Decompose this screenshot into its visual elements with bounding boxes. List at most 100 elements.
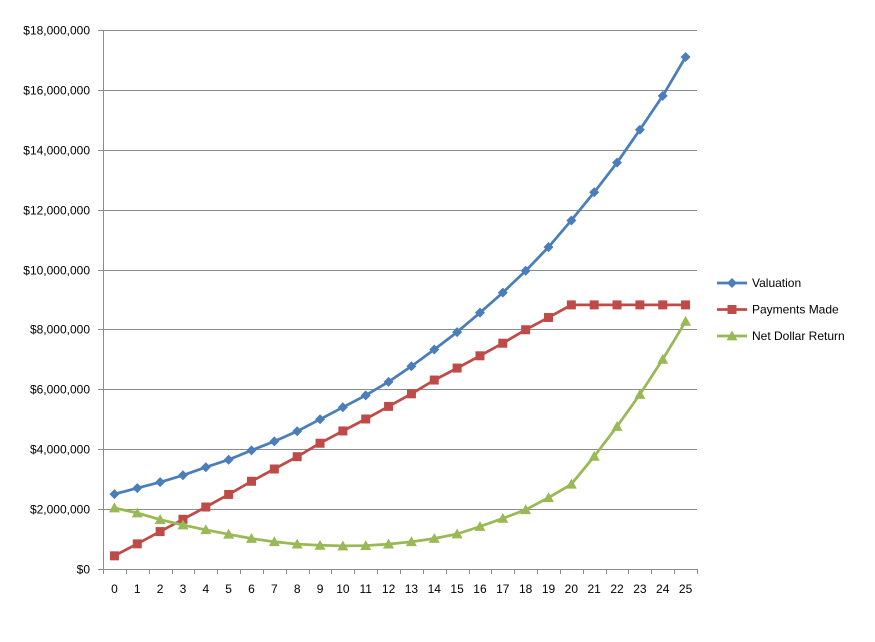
series-line-net-dollar-return — [114, 320, 687, 548]
x-tick-label: 13 — [405, 582, 419, 596]
data-point-payments-made — [521, 325, 531, 335]
x-tick-label: 21 — [588, 582, 602, 596]
legend-item-net-dollar-return: Net Dollar Return — [717, 329, 845, 343]
x-tick-label: 20 — [565, 582, 579, 596]
data-point-net-dollar-return — [131, 507, 143, 518]
data-point-payments-made — [681, 300, 691, 310]
data-point-valuation — [246, 445, 257, 456]
data-point-valuation — [452, 327, 463, 338]
legend-label-payments-made: Payments Made — [752, 303, 839, 317]
data-point-payments-made — [315, 438, 325, 448]
data-point-valuation — [429, 344, 440, 355]
x-tick-label: 8 — [294, 582, 301, 596]
data-point-net-dollar-return — [177, 519, 189, 530]
data-point-payments-made — [338, 426, 348, 436]
data-point-payments-made — [635, 300, 645, 310]
y-tick-label: $12,000,000 — [23, 204, 90, 218]
data-point-valuation — [543, 242, 554, 253]
data-point-net-dollar-return — [657, 353, 669, 364]
data-point-net-dollar-return — [200, 524, 212, 535]
data-point-net-dollar-return — [680, 315, 692, 326]
x-tick-label: 2 — [157, 582, 164, 596]
data-point-net-dollar-return — [634, 388, 646, 399]
data-point-payments-made — [406, 389, 416, 399]
data-point-valuation — [200, 462, 211, 473]
x-tick-label: 16 — [473, 582, 487, 596]
x-tick-label: 12 — [382, 582, 396, 596]
y-tick-label: $4,000,000 — [30, 443, 90, 457]
data-point-payments-made — [292, 452, 302, 462]
x-tick-label: 4 — [202, 582, 209, 596]
data-point-payments-made — [566, 300, 576, 310]
data-point-payments-made — [361, 414, 371, 424]
axes: $0 $2,000,000 $4,000,000 $6,000,000 $8,000,0… — [23, 24, 698, 596]
legend-marker-net-dollar-return — [726, 330, 738, 341]
series-lines — [108, 51, 692, 561]
series-line-valuation — [114, 56, 687, 496]
data-point-net-dollar-return — [314, 539, 326, 550]
data-point-net-dollar-return — [588, 450, 600, 461]
x-tick-label: 15 — [450, 582, 464, 596]
data-point-valuation — [383, 376, 394, 387]
x-tick-label: 11 — [359, 582, 372, 596]
data-point-net-dollar-return — [223, 528, 235, 539]
data-point-payments-made — [498, 338, 508, 348]
data-point-net-dollar-return — [405, 536, 417, 547]
data-point-payments-made — [247, 476, 256, 486]
legend-label-net-dollar-return: Net Dollar Return — [752, 329, 845, 343]
x-tick-label: 24 — [656, 582, 670, 596]
x-tick-label: 23 — [633, 582, 647, 596]
data-point-payments-made — [475, 351, 485, 361]
data-point-net-dollar-return — [451, 528, 463, 539]
legend-label-valuation: Valuation — [752, 276, 801, 290]
data-point-net-dollar-return — [565, 478, 577, 489]
data-point-payments-made — [109, 551, 119, 561]
data-point-valuation — [589, 187, 600, 198]
data-point-valuation — [612, 157, 623, 168]
legend-item-valuation: Valuation — [717, 276, 801, 290]
data-point-net-dollar-return — [246, 532, 257, 543]
series-valuation — [109, 51, 691, 500]
x-tick-label: 5 — [225, 582, 232, 596]
x-tick-label: 3 — [180, 582, 187, 596]
data-point-net-dollar-return — [520, 504, 532, 515]
x-tick-label: 1 — [134, 582, 141, 596]
data-point-valuation — [155, 477, 166, 488]
data-point-valuation — [566, 215, 577, 226]
data-point-valuation — [223, 454, 234, 465]
series-payments-made — [109, 300, 691, 561]
y-tick-label: $0 — [77, 563, 91, 577]
data-point-net-dollar-return — [360, 540, 372, 551]
data-point-net-dollar-return — [291, 538, 303, 549]
x-tick-label: 9 — [317, 582, 324, 596]
data-point-net-dollar-return — [428, 532, 440, 543]
x-tick-label: 10 — [336, 582, 350, 596]
y-tick-label: $2,000,000 — [30, 503, 90, 517]
data-point-payments-made — [612, 300, 622, 310]
y-tick-label: $10,000,000 — [23, 264, 90, 278]
data-point-valuation — [315, 414, 326, 425]
data-point-net-dollar-return — [497, 512, 509, 523]
data-point-valuation — [109, 489, 120, 500]
data-point-payments-made — [544, 312, 553, 322]
gridlines — [103, 30, 697, 510]
data-point-payments-made — [201, 502, 211, 512]
x-tick-label: 7 — [271, 582, 278, 596]
data-point-valuation — [474, 307, 485, 318]
y-tick-label: $14,000,000 — [23, 144, 90, 158]
data-point-payments-made — [224, 489, 234, 499]
data-point-payments-made — [132, 539, 142, 549]
data-point-payments-made — [269, 464, 279, 474]
x-tick-label: 0 — [111, 582, 118, 596]
data-point-valuation — [269, 436, 280, 447]
x-tick-label: 14 — [428, 582, 442, 596]
series-net-dollar-return — [108, 315, 692, 551]
series-line-payments-made — [113, 303, 686, 558]
data-point-valuation — [177, 470, 188, 481]
data-point-net-dollar-return — [268, 536, 280, 547]
legend-marker-valuation — [727, 278, 737, 288]
data-point-net-dollar-return — [337, 540, 349, 551]
data-point-valuation — [406, 361, 417, 372]
